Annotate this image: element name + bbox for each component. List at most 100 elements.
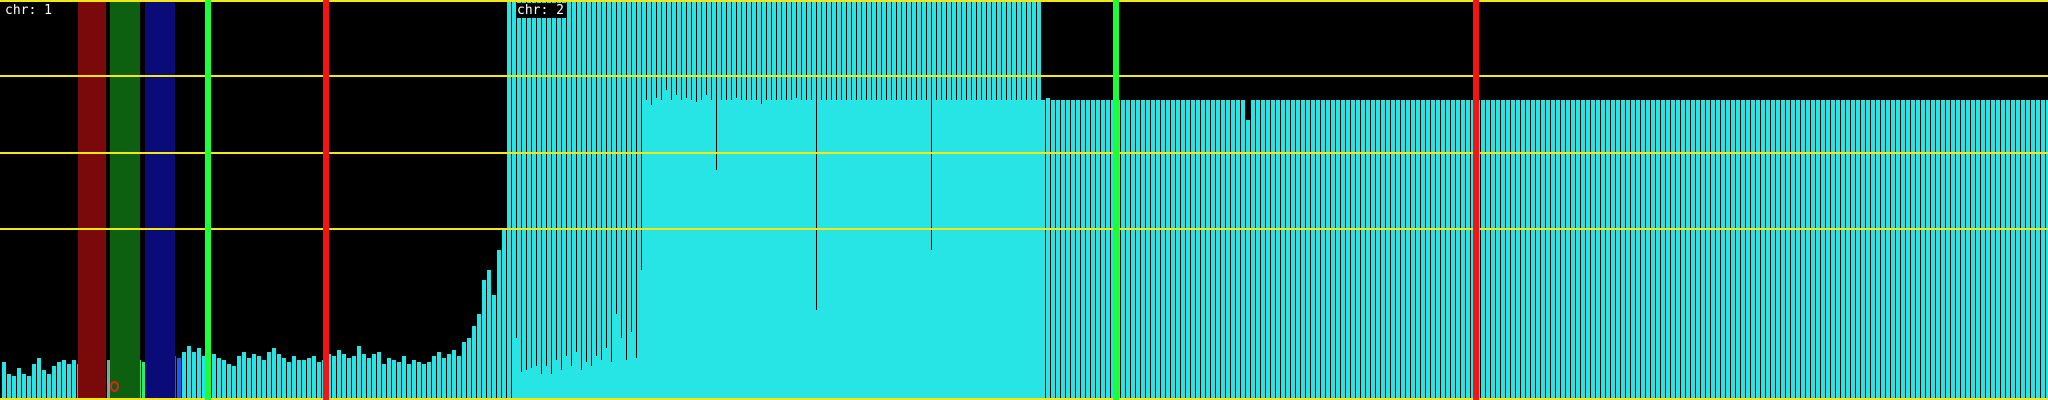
coverage-bar[interactable] xyxy=(1651,100,1655,400)
coverage-bar[interactable] xyxy=(497,250,501,400)
coverage-bar[interactable] xyxy=(237,356,241,400)
coverage-bar[interactable] xyxy=(1021,100,1025,400)
coverage-bar[interactable] xyxy=(1746,100,1750,400)
coverage-bar[interactable] xyxy=(1231,100,1235,400)
coverage-bar[interactable] xyxy=(936,100,940,400)
coverage-bar[interactable] xyxy=(1241,100,1245,400)
coverage-bar[interactable] xyxy=(591,366,595,400)
coverage-bar[interactable] xyxy=(1826,100,1830,400)
coverage-bar[interactable] xyxy=(1256,100,1260,400)
coverage-bar[interactable] xyxy=(551,374,555,400)
coverage-bar[interactable] xyxy=(357,346,361,400)
coverage-bar[interactable] xyxy=(572,0,576,400)
coverage-bar[interactable] xyxy=(412,360,416,400)
coverage-bar[interactable] xyxy=(771,100,775,400)
coverage-bar[interactable] xyxy=(961,100,965,400)
coverage-bar[interactable] xyxy=(1781,100,1785,400)
coverage-bar[interactable] xyxy=(142,362,146,400)
coverage-bar[interactable] xyxy=(871,100,875,400)
coverage-bar[interactable] xyxy=(671,100,675,400)
coverage-bar[interactable] xyxy=(1981,100,1985,400)
coverage-bar[interactable] xyxy=(831,100,835,400)
coverage-bar[interactable] xyxy=(642,0,646,400)
coverage-bar[interactable] xyxy=(646,100,650,400)
coverage-bar[interactable] xyxy=(217,358,221,400)
coverage-bar[interactable] xyxy=(277,354,281,400)
coverage-bar[interactable] xyxy=(177,358,181,400)
coverage-bar[interactable] xyxy=(696,102,700,400)
coverage-bar[interactable] xyxy=(1011,100,1015,400)
coverage-bar[interactable] xyxy=(392,360,396,400)
coverage-bar[interactable] xyxy=(557,0,561,400)
coverage-bar[interactable] xyxy=(317,362,321,400)
coverage-bar[interactable] xyxy=(297,360,301,400)
coverage-bar[interactable] xyxy=(27,376,31,400)
coverage-bar[interactable] xyxy=(1596,100,1600,400)
coverage-bar[interactable] xyxy=(1481,100,1485,400)
coverage-bar[interactable] xyxy=(1686,100,1690,400)
coverage-bar[interactable] xyxy=(1271,100,1275,400)
coverage-bar[interactable] xyxy=(362,354,366,400)
coverage-bar[interactable] xyxy=(806,100,810,400)
coverage-bar[interactable] xyxy=(1006,100,1010,400)
coverage-bar[interactable] xyxy=(911,100,915,400)
coverage-bar[interactable] xyxy=(1236,100,1240,400)
coverage-bar[interactable] xyxy=(1891,100,1895,400)
coverage-bar[interactable] xyxy=(622,0,626,400)
coverage-bar[interactable] xyxy=(1166,100,1170,400)
coverage-bar[interactable] xyxy=(1671,100,1675,400)
coverage-bar[interactable] xyxy=(2026,100,2030,400)
coverage-bar[interactable] xyxy=(312,356,316,400)
coverage-bar[interactable] xyxy=(1661,100,1665,400)
coverage-bar[interactable] xyxy=(971,100,975,400)
coverage-bar[interactable] xyxy=(1726,100,1730,400)
coverage-bar[interactable] xyxy=(1131,100,1135,400)
coverage-bar[interactable] xyxy=(1036,100,1040,400)
coverage-bar[interactable] xyxy=(1736,100,1740,400)
coverage-bar[interactable] xyxy=(1606,100,1610,400)
coverage-bar[interactable] xyxy=(631,332,635,400)
coverage-bar[interactable] xyxy=(1911,100,1915,400)
coverage-bar[interactable] xyxy=(1901,100,1905,400)
coverage-bar[interactable] xyxy=(1936,100,1940,400)
coverage-bar[interactable] xyxy=(966,100,970,400)
coverage-bar[interactable] xyxy=(1621,100,1625,400)
coverage-bar[interactable] xyxy=(1196,100,1200,400)
coverage-bar[interactable] xyxy=(2041,100,2045,400)
coverage-bar[interactable] xyxy=(896,100,900,400)
coverage-bar[interactable] xyxy=(527,0,531,400)
coverage-bar[interactable] xyxy=(1046,98,1050,400)
coverage-bar[interactable] xyxy=(12,376,16,400)
coverage-bar[interactable] xyxy=(761,104,765,400)
coverage-bar[interactable] xyxy=(1201,100,1205,400)
coverage-bar[interactable] xyxy=(1871,100,1875,400)
coverage-bar[interactable] xyxy=(721,100,725,400)
coverage-bar[interactable] xyxy=(282,358,286,400)
coverage-bar[interactable] xyxy=(1771,100,1775,400)
coverage-bar[interactable] xyxy=(1751,100,1755,400)
coverage-bar[interactable] xyxy=(1611,100,1615,400)
coverage-bar[interactable] xyxy=(612,0,616,400)
coverage-bar[interactable] xyxy=(586,362,590,400)
coverage-bar[interactable] xyxy=(1656,100,1660,400)
coverage-bar[interactable] xyxy=(926,100,930,400)
coverage-bar[interactable] xyxy=(592,0,596,400)
coverage-bar[interactable] xyxy=(327,354,331,400)
coverage-bar[interactable] xyxy=(2006,100,2010,400)
coverage-bar[interactable] xyxy=(1156,100,1160,400)
coverage-bar[interactable] xyxy=(1636,100,1640,400)
coverage-bar[interactable] xyxy=(1386,100,1390,400)
coverage-bar[interactable] xyxy=(1721,100,1725,400)
coverage-bar[interactable] xyxy=(1886,100,1890,400)
coverage-bar[interactable] xyxy=(1541,100,1545,400)
coverage-bar[interactable] xyxy=(1836,100,1840,400)
coverage-bar[interactable] xyxy=(986,100,990,400)
coverage-bar[interactable] xyxy=(1456,100,1460,400)
coverage-bar[interactable] xyxy=(1846,100,1850,400)
coverage-bar[interactable] xyxy=(1691,100,1695,400)
coverage-bar[interactable] xyxy=(1916,100,1920,400)
coverage-bar[interactable] xyxy=(337,350,341,400)
coverage-bar[interactable] xyxy=(866,100,870,400)
coverage-bar[interactable] xyxy=(921,100,925,400)
coverage-bar[interactable] xyxy=(1186,100,1190,400)
